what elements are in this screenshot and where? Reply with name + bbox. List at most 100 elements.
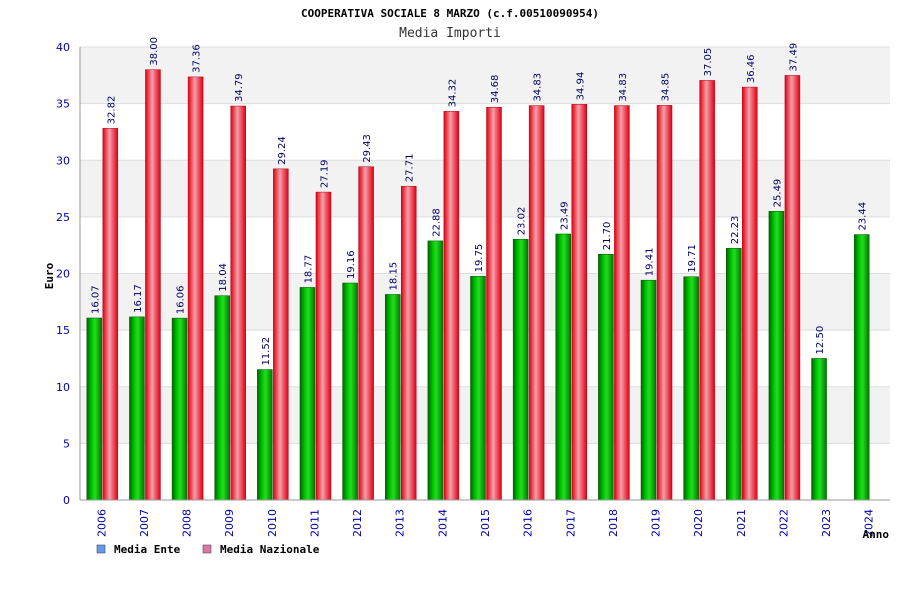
- chart-title: COOPERATIVA SOCIALE 8 MARZO (c.f.0051009…: [301, 7, 599, 20]
- data-label: 34.83: [533, 73, 544, 102]
- y-tick-label: 15: [56, 324, 70, 337]
- x-tick-label: 2006: [95, 509, 108, 537]
- x-tick-label: 2008: [181, 509, 194, 537]
- bar-media-nazionale-2019: [656, 105, 673, 501]
- legend-item-media-nazionale: Media Nazionale: [202, 543, 320, 556]
- data-label: 23.02: [517, 207, 528, 236]
- bar-media-nazionale-2016: [528, 105, 545, 501]
- y-tick-label: 35: [56, 98, 70, 111]
- legend-label-media-ente: Media Ente: [114, 543, 181, 556]
- bar-media-ente-2024: [853, 234, 870, 501]
- data-label: 32.82: [106, 96, 117, 125]
- data-label: 29.43: [362, 134, 373, 163]
- data-label: 16.07: [90, 285, 101, 314]
- data-label: 34.83: [618, 73, 629, 102]
- data-label: 34.79: [234, 73, 245, 102]
- y-axis-ticks: 0 5 10 15 20 25 30 35 40: [56, 41, 70, 507]
- data-label: 34.85: [661, 73, 672, 102]
- data-label: 19.16: [346, 250, 357, 279]
- bar-media-ente-2006: [86, 317, 103, 501]
- bar-media-ente-2021: [726, 247, 742, 501]
- data-label: 12.50: [815, 326, 826, 355]
- y-tick-label: 0: [63, 494, 70, 507]
- data-label: 34.32: [447, 79, 458, 108]
- y-tick-label: 20: [56, 268, 70, 281]
- bar-media-ente-2007: [129, 316, 145, 501]
- x-tick-label: 2010: [266, 509, 279, 537]
- bar-media-nazionale-2014: [443, 111, 460, 501]
- x-tick-label: 2017: [564, 509, 577, 537]
- bar-media-nazionale-2018: [614, 105, 630, 501]
- data-label: 37.05: [703, 48, 714, 77]
- bar-media-nazionale-2006: [102, 128, 119, 501]
- data-label: 38.00: [149, 37, 160, 66]
- bar-media-nazionale-2015: [486, 106, 502, 501]
- bar-media-ente-2013: [384, 294, 401, 501]
- x-tick-label: 2023: [820, 509, 833, 537]
- bar-media-ente-2017: [555, 233, 572, 501]
- x-tick-label: 2007: [138, 509, 151, 537]
- bar-media-ente-2020: [683, 276, 699, 501]
- x-tick-label: 2018: [607, 509, 620, 537]
- data-label: 34.68: [490, 75, 501, 104]
- x-tick-label: 2016: [522, 509, 535, 537]
- data-label: 16.06: [176, 285, 187, 314]
- x-axis-ticks: 2006 2007 2008 2009 2010 2011 2012 2013 2014 2015…: [95, 509, 875, 537]
- x-tick-label: 2022: [777, 509, 790, 537]
- data-label: 18.04: [218, 263, 229, 292]
- data-label: 29.24: [277, 136, 288, 165]
- data-label: 27.71: [405, 154, 416, 183]
- data-label: 34.94: [575, 72, 586, 101]
- bar-media-ente-2008: [171, 317, 188, 501]
- data-label: 27.19: [319, 159, 330, 188]
- bar-media-nazionale-2012: [358, 166, 374, 501]
- data-label: 19.75: [474, 244, 485, 273]
- bar-media-ente-2011: [299, 287, 316, 501]
- bar-media-nazionale-2013: [400, 185, 417, 501]
- data-labels: 16.07 32.82 16.17 38.00 16.06 37.36 18.04 34.79…: [90, 37, 868, 366]
- data-label: 25.49: [772, 179, 783, 208]
- x-tick-label: 2012: [351, 509, 364, 537]
- bar-media-nazionale-2022: [784, 75, 801, 501]
- data-label: 18.15: [389, 262, 400, 291]
- data-label: 23.44: [858, 202, 869, 231]
- y-tick-label: 40: [56, 41, 70, 54]
- legend-swatch-media-nazionale: [202, 544, 212, 554]
- x-tick-label: 2009: [223, 509, 236, 537]
- bar-media-ente-2019: [640, 279, 657, 501]
- bar-media-nazionale-2011: [315, 191, 332, 501]
- bar-media-ente-2018: [598, 253, 614, 501]
- bar-media-ente-2015: [470, 276, 486, 501]
- chart-subtitle: Media Importi: [399, 26, 501, 41]
- bar-media-ente-2014: [427, 240, 444, 501]
- bar-media-ente-2016: [512, 239, 529, 501]
- data-label: 19.41: [645, 248, 656, 277]
- bar-media-ente-2023: [811, 358, 827, 501]
- legend-label-media-nazionale: Media Nazionale: [220, 543, 320, 556]
- x-tick-label: 2019: [650, 509, 663, 537]
- data-label: 23.49: [559, 201, 570, 230]
- x-tick-label: 2024: [863, 509, 876, 537]
- data-label: 18.77: [303, 255, 314, 284]
- bar-media-ente-2012: [342, 282, 358, 501]
- legend-item-media-ente: Media Ente: [96, 543, 181, 556]
- bar-media-ente-2022: [768, 211, 785, 501]
- legend-swatch-media-ente: [96, 544, 106, 554]
- bar-media-nazionale-2020: [699, 80, 715, 501]
- data-label: 11.52: [261, 337, 272, 366]
- x-tick-label: 2015: [479, 509, 492, 537]
- data-label: 36.46: [746, 54, 757, 83]
- x-tick-label: 2021: [735, 509, 748, 537]
- x-tick-label: 2013: [394, 509, 407, 537]
- y-tick-label: 25: [56, 211, 70, 224]
- data-label: 19.71: [687, 244, 698, 273]
- data-label: 37.36: [192, 44, 203, 73]
- bar-media-nazionale-2017: [571, 104, 588, 501]
- bar-media-ente-2009: [214, 295, 230, 501]
- y-tick-label: 30: [56, 154, 70, 167]
- data-label: 16.17: [133, 284, 144, 313]
- data-label: 22.23: [730, 216, 741, 245]
- y-tick-label: 5: [63, 437, 70, 450]
- legend: Media Ente Media Nazionale: [96, 543, 320, 556]
